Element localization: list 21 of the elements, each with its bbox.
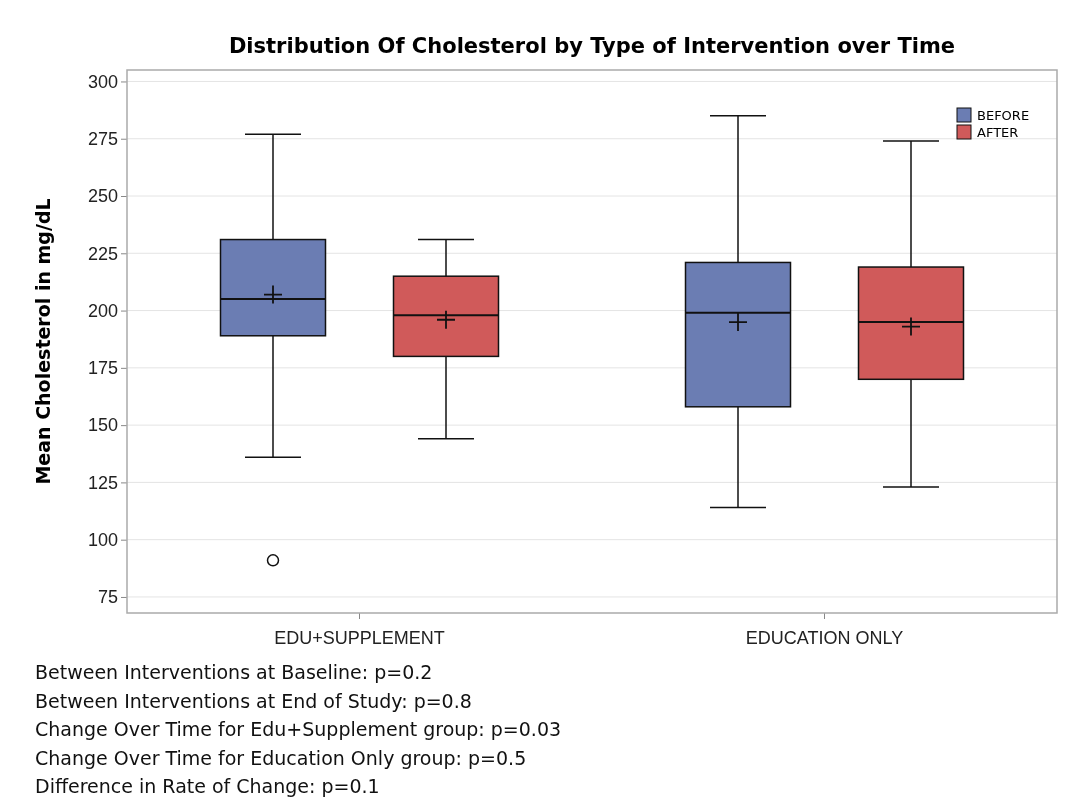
legend-label: AFTER <box>977 125 1019 140</box>
x-tick-label: EDU+SUPPLEMENT <box>274 627 445 648</box>
text: Change Over Time for Education Only group: p=0.5 <box>35 746 527 769</box>
y-tick-label: 175 <box>87 358 118 379</box>
text: Change Over Time for Edu+Supplement group: p=0.03 <box>35 718 562 740</box>
text: Between Interventions at Baseline: p=0.2 <box>35 661 433 683</box>
text: Difference in Rate of Change: p=0.1 <box>35 775 380 797</box>
text: Between Interventions at End of Study: p=0.8 <box>35 689 472 712</box>
y-tick-label: 300 <box>87 71 118 92</box>
y-tick-label: 75 <box>97 587 118 608</box>
x-tick-label: EDUCATION ONLY <box>745 627 904 648</box>
y-tick-label: 275 <box>87 128 118 149</box>
legend-label: BEFORE <box>977 108 1030 123</box>
y-tick-label: 125 <box>87 472 118 493</box>
chart-title: Distribution Of Cholesterol by Type of Intervention over Time <box>228 34 956 58</box>
y-axis-title: Mean Cholesterol in mg/dL <box>32 198 54 485</box>
y-tick-label: 100 <box>87 529 118 550</box>
y-tick-label: 200 <box>87 300 118 321</box>
y-tick-label: 250 <box>87 186 118 207</box>
y-tick-label: 225 <box>87 243 118 264</box>
y-tick-label: 150 <box>87 415 118 436</box>
